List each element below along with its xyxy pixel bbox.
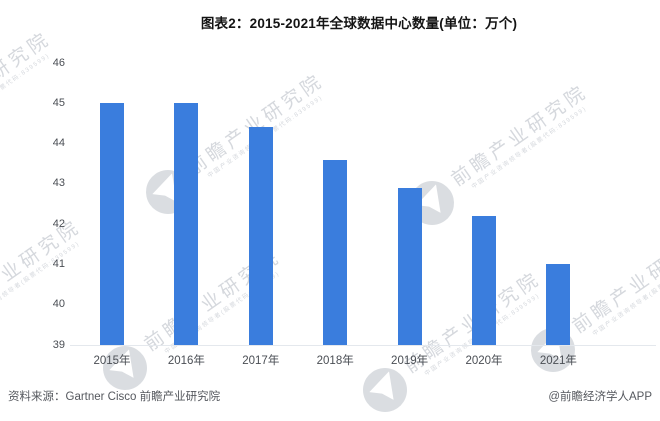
watermark: 前瞻产业研究院中国产业咨询领导者(股票代码:839599) bbox=[401, 75, 601, 234]
x-tick-label: 2018年 bbox=[316, 355, 354, 367]
y-tick-label: 41 bbox=[52, 257, 65, 270]
bar-2016年 bbox=[174, 103, 199, 345]
qianzhan-logo-icon bbox=[354, 359, 416, 421]
y-tick-label: 40 bbox=[52, 298, 65, 311]
y-tick-label: 45 bbox=[52, 96, 65, 109]
x-tick-label: 2017年 bbox=[242, 355, 280, 367]
credit-text: @前瞻经济学人APP bbox=[548, 391, 652, 403]
watermark-text: 前瞻产业研究院 bbox=[568, 228, 660, 338]
watermark-text: 前瞻产业研究院 bbox=[447, 81, 592, 191]
x-axis-line bbox=[70, 345, 656, 346]
x-tick-label: 2016年 bbox=[167, 355, 205, 367]
x-tick-label: 2019年 bbox=[391, 355, 429, 367]
watermark-text: 前瞻产业研究院 bbox=[0, 28, 55, 138]
y-tick-label: 43 bbox=[52, 177, 65, 190]
watermark-subtext: 中国产业咨询领导者(股票代码:839599) bbox=[591, 252, 660, 338]
y-tick-label: 42 bbox=[52, 217, 65, 230]
bar-2017年 bbox=[248, 127, 273, 345]
watermark-subtext: 中国产业咨询领导者(股票代码:839599) bbox=[470, 105, 589, 191]
bar-2020年 bbox=[472, 216, 496, 345]
x-tick-label: 2020年 bbox=[465, 355, 503, 367]
bar-2019年 bbox=[397, 187, 422, 345]
y-tick-label: 39 bbox=[52, 338, 65, 351]
bar-2018年 bbox=[323, 159, 348, 345]
watermark-subtext: 中国产业咨询领导者(股票代码:839599) bbox=[0, 240, 82, 326]
y-tick-label: 46 bbox=[52, 56, 65, 69]
x-tick-label: 2021年 bbox=[539, 355, 577, 367]
y-tick-label: 44 bbox=[52, 137, 65, 150]
bar-2021年 bbox=[546, 264, 571, 345]
bar-2015年 bbox=[100, 103, 124, 345]
chart-title: 图表2：2015-2021年全球数据中心数量(单位：万个) bbox=[200, 16, 518, 31]
x-tick-label: 2015年 bbox=[93, 355, 131, 367]
source-text: 资料来源：Gartner Cisco 前瞻产业研究院 bbox=[8, 391, 221, 403]
